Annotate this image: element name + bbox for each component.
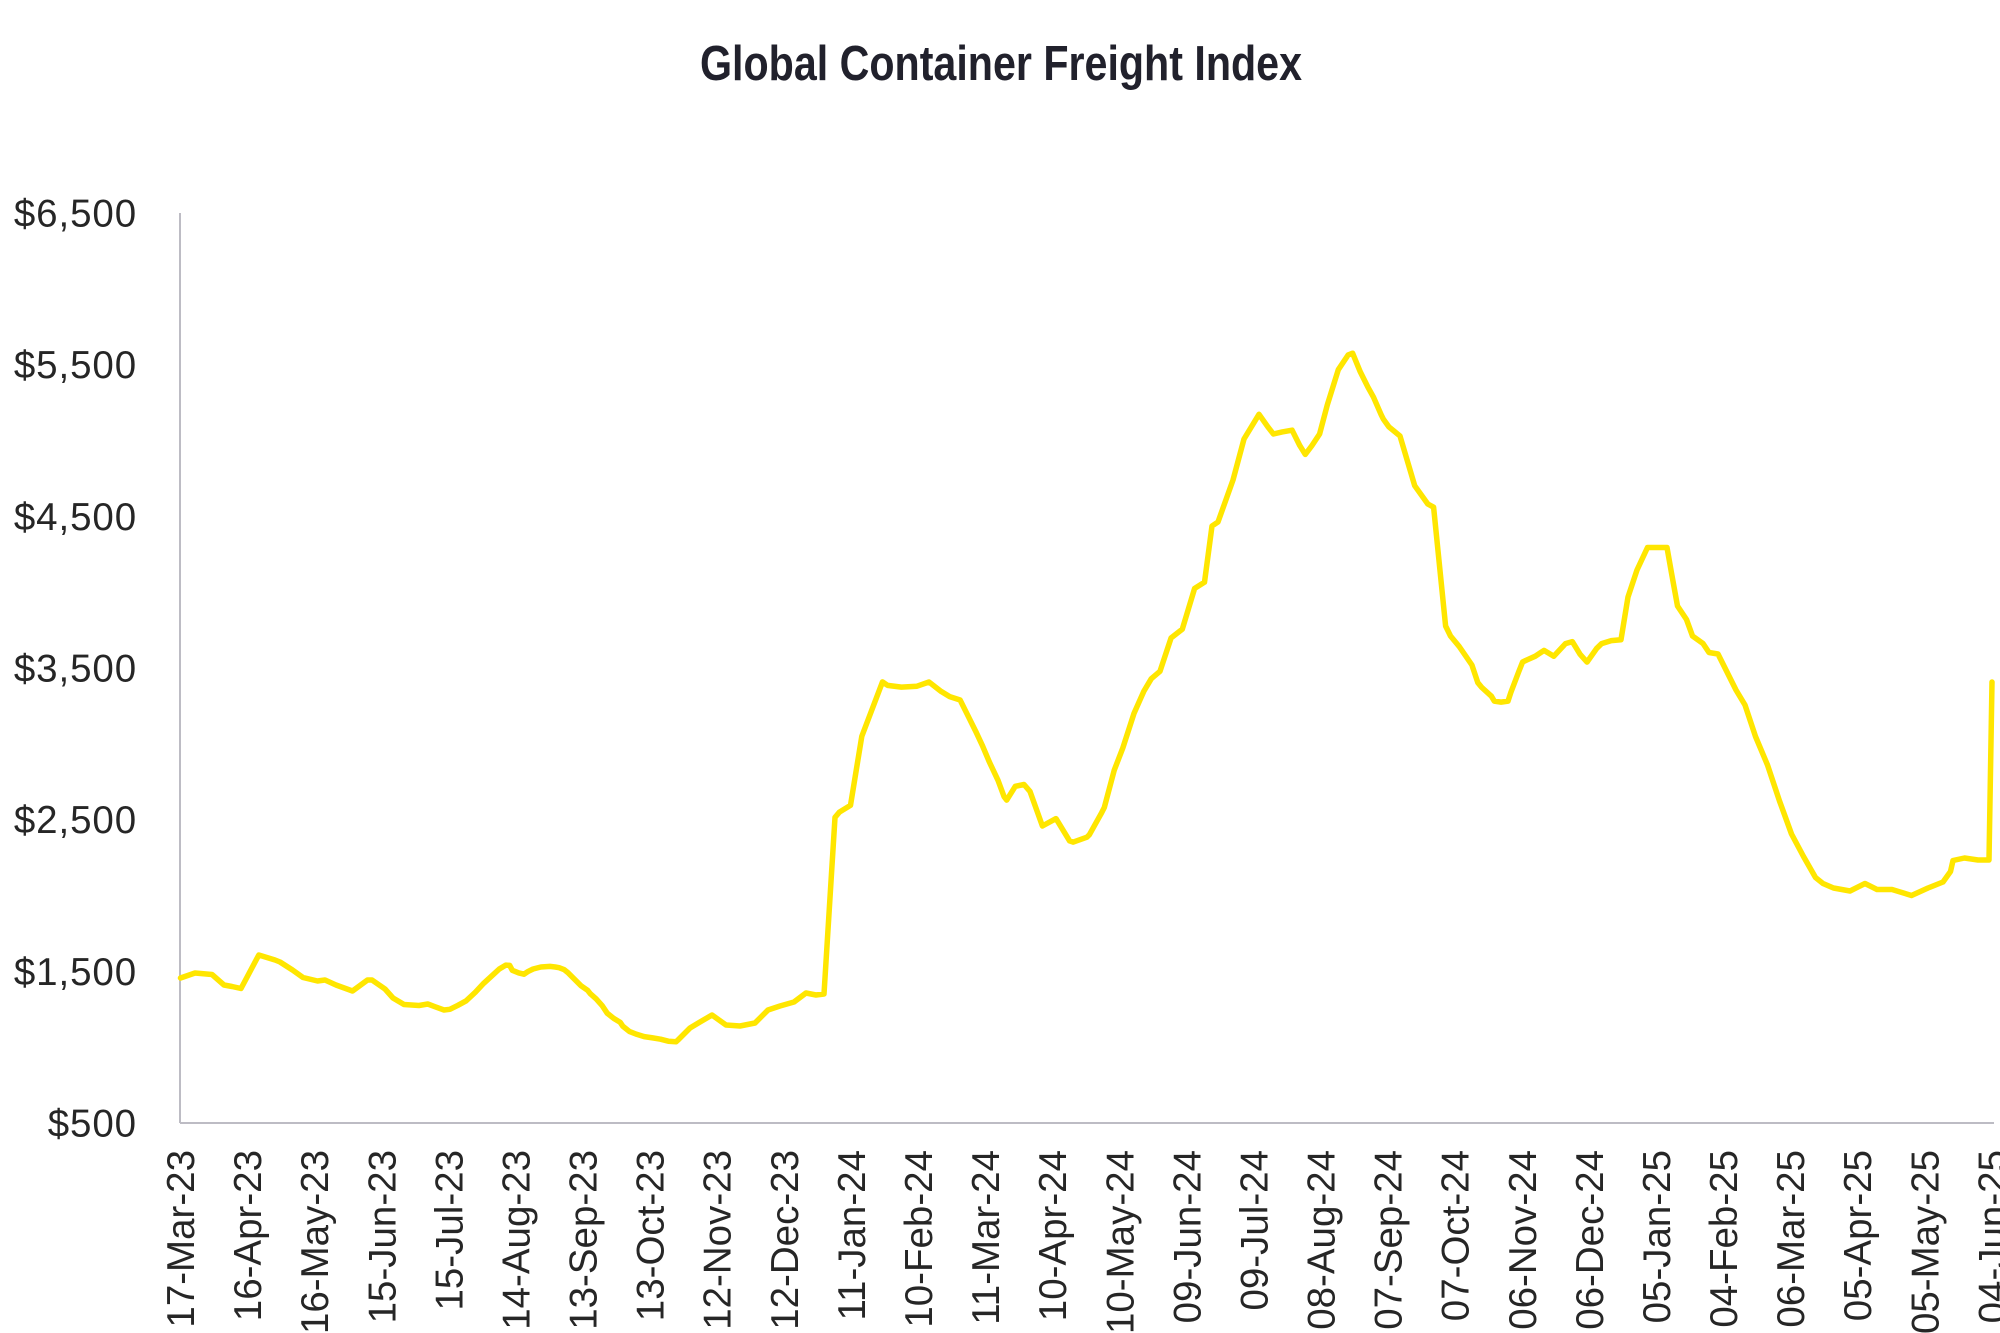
svg-text:08-Aug-24: 08-Aug-24 <box>1301 1150 1344 1330</box>
svg-text:05-Jan-25: 05-Jan-25 <box>1636 1150 1679 1323</box>
svg-text:15-Jun-23: 15-Jun-23 <box>361 1150 404 1323</box>
svg-text:04-Jun-25: 04-Jun-25 <box>1971 1150 2000 1323</box>
svg-text:11-Mar-24: 11-Mar-24 <box>965 1150 1008 1325</box>
svg-text:05-May-25: 05-May-25 <box>1904 1150 1947 1333</box>
svg-text:$2,500: $2,500 <box>14 799 137 842</box>
svg-text:13-Oct-23: 13-Oct-23 <box>630 1150 673 1321</box>
svg-text:09-Jun-24: 09-Jun-24 <box>1166 1150 1209 1323</box>
svg-text:10-May-24: 10-May-24 <box>1099 1150 1142 1333</box>
svg-text:06-Dec-24: 06-Dec-24 <box>1569 1150 1612 1330</box>
svg-text:$1,500: $1,500 <box>14 951 137 994</box>
svg-text:14-Aug-23: 14-Aug-23 <box>496 1150 539 1330</box>
svg-text:$500: $500 <box>48 1103 137 1146</box>
svg-text:12-Nov-23: 12-Nov-23 <box>697 1150 740 1330</box>
svg-text:06-Mar-25: 06-Mar-25 <box>1770 1150 1813 1328</box>
svg-text:09-Jul-24: 09-Jul-24 <box>1233 1150 1276 1311</box>
svg-text:16-May-23: 16-May-23 <box>294 1150 337 1333</box>
svg-text:12-Dec-23: 12-Dec-23 <box>764 1150 807 1330</box>
svg-text:07-Sep-24: 07-Sep-24 <box>1368 1150 1411 1330</box>
svg-text:$4,500: $4,500 <box>14 496 137 539</box>
svg-text:16-Apr-23: 16-Apr-23 <box>227 1150 270 1321</box>
svg-text:10-Feb-24: 10-Feb-24 <box>898 1150 941 1328</box>
svg-text:15-Jul-23: 15-Jul-23 <box>428 1150 471 1311</box>
svg-text:$5,500: $5,500 <box>14 344 137 387</box>
svg-text:$3,500: $3,500 <box>14 648 137 691</box>
svg-text:10-Apr-24: 10-Apr-24 <box>1032 1150 1075 1321</box>
svg-text:05-Apr-25: 05-Apr-25 <box>1837 1150 1880 1321</box>
svg-text:06-Nov-24: 06-Nov-24 <box>1502 1150 1545 1330</box>
svg-text:$6,500: $6,500 <box>14 193 137 236</box>
svg-text:04-Feb-25: 04-Feb-25 <box>1703 1150 1746 1328</box>
svg-text:17-Mar-23: 17-Mar-23 <box>160 1150 203 1328</box>
svg-text:07-Oct-24: 07-Oct-24 <box>1435 1150 1478 1321</box>
svg-text:11-Jan-24: 11-Jan-24 <box>831 1150 874 1321</box>
svg-text:13-Sep-23: 13-Sep-23 <box>563 1150 606 1330</box>
svg-text:Global Container Freight Index: Global Container Freight Index <box>700 37 1302 91</box>
